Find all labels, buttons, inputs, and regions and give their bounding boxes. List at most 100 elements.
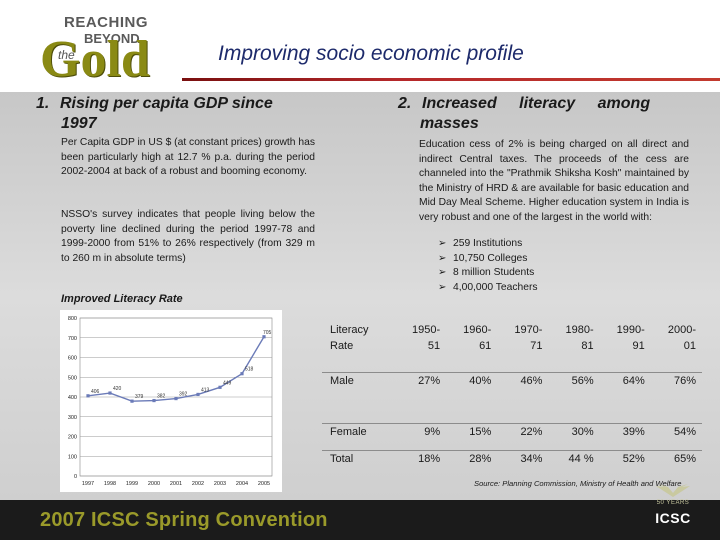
data-label: 518 [245,367,254,373]
source-note: Source: Planning Commission, Ministry of… [474,479,682,488]
data-label: 420 [113,386,122,392]
year-line1: 1960- [463,324,492,336]
table-header-year: 2000- 01 [651,314,702,373]
table-cell: 65% [650,450,702,477]
section2-paragraph-education: Education cess of 2% is being charged on… [419,139,689,223]
logo-line-beyond: BEYOND [84,31,140,46]
header-label-line2: Rate [330,340,354,352]
row-label-total: Total [322,450,395,477]
arrow-bullet-icon: ➢ [438,238,447,249]
table-row: Male 27% 40% 46% 56% 64% 76% [322,372,702,424]
data-point [152,398,156,403]
bullet-item: ➢ 259 Institutions [438,237,538,252]
data-point [196,392,200,397]
logo-line-the: the [58,48,75,62]
icsc-50-years-badge: 50 YEARS ICSC [648,484,698,536]
table-cell: 18% [395,450,447,477]
arrow-bullet-icon: ➢ [438,281,447,293]
x-tick-label: 2000 [148,481,160,487]
y-tick-label: 100 [68,454,77,460]
year-line2: 61 [479,340,492,352]
y-tick-label: 0 [74,474,77,480]
table-header-year: 1980- 81 [548,314,599,373]
data-point [108,391,112,395]
data-label: 379 [135,394,144,400]
row-label-female: Female [322,423,395,451]
section1-paragraph-poverty: NSSO's survey indicates that people livi… [61,209,315,264]
data-point [240,372,244,376]
bullet-item: ➢ 10,750 Colleges [438,252,538,267]
table-header-year: 1970- 71 [497,314,548,373]
data-point [130,399,134,403]
table-cell: 28% [446,450,498,477]
data-label: 406 [91,389,100,395]
bullet-item: ➢ 4,00,000 Teachers [438,281,538,296]
table-row: Female 9% 15% 22% 30% 39% 54% [322,423,702,451]
arrow-bullet-icon: ➢ [438,252,447,264]
footer-bar: 2007 ICSC Spring Convention [0,500,720,540]
section2-heading-line2: masses [420,115,479,132]
year-line1: 1990- [616,324,645,336]
table-cell: 39% [599,423,651,451]
year-line2: 81 [581,340,594,352]
data-point [218,385,222,389]
title-rule [182,78,720,81]
literacy-chart: 0 100 200 300 400 500 600 700 800 1997 1998 1999 200… [60,310,282,492]
data-point [262,335,266,339]
section2-heading: 2. Increased literacy among masses [398,94,698,134]
wings-icon [656,484,690,497]
year-line2: 01 [683,340,696,352]
table-cell: 27% [395,372,447,424]
table-cell: 76% [650,372,702,424]
y-tick-label: 700 [68,336,77,342]
table-cell: 46% [497,372,549,424]
table-cell: 22% [497,423,549,451]
bullet-text: 259 Institutions [453,238,523,249]
data-point [174,396,178,401]
x-tick-label: 2001 [170,481,182,487]
bullet-text: 8 million Students [453,267,535,278]
year-line2: 51 [427,340,441,352]
table-header-year: 1960- 61 [446,314,497,373]
y-tick-label: 200 [68,435,77,441]
table-cell: 54% [650,423,702,451]
x-tick-label: 2002 [192,481,204,487]
year-line2: 91 [632,340,645,352]
y-tick-label: 300 [68,415,77,421]
section1-paragraph-gdp: Per Capita GDP in US $ (at constant pric… [61,137,315,177]
x-tick-label: 2003 [214,481,226,487]
year-line1: 2000- [667,324,696,336]
y-tick-label: 500 [68,375,77,381]
section1-heading-line2: 1997 [61,115,97,132]
data-point [86,394,90,398]
bullet-text: 4,00,000 Teachers [453,281,538,293]
convention-title: 2007 ICSC Spring Convention [40,509,328,531]
data-label: 382 [157,394,166,400]
section1-heading: 1. Rising per capita GDP since 1997 [36,94,326,134]
header: REACHING BEYOND the Gold Improving socio… [0,0,720,92]
year-line2: 71 [530,340,543,352]
table-cell: 15% [446,423,498,451]
badge-icsc: ICSC [655,510,691,526]
table-row: Total 18% 28% 34% 44 % 52% 65% [322,450,702,477]
badge-years: 50 YEARS [656,500,690,506]
y-tick-label: 400 [68,395,77,401]
literacy-chart-svg: 0 100 200 300 400 500 600 700 800 1997 1998 1999 200… [68,316,273,487]
x-tick-label: 1998 [104,481,116,487]
table-header-label: Literacy Rate [322,314,395,373]
year-line1: 1970- [514,324,543,336]
table-cell: 56% [548,372,600,424]
logo-word-gold: Gold [40,31,150,88]
section2-number: 2. [398,95,412,112]
bullet-item: ➢ 8 million Students [438,266,538,281]
x-tick-label: 1999 [126,481,138,487]
x-tick-label: 1997 [82,481,94,487]
x-tick-label: 2004 [236,481,248,487]
x-tick-label: 2005 [258,481,270,487]
header-label-line1: Literacy [330,324,369,336]
y-tick-label: 600 [68,356,77,362]
slide-title: Improving socio economic profile [218,42,524,65]
year-line1: 1980- [565,324,594,336]
year-line1: 1950- [412,324,441,336]
table-cell: 34% [497,450,549,477]
